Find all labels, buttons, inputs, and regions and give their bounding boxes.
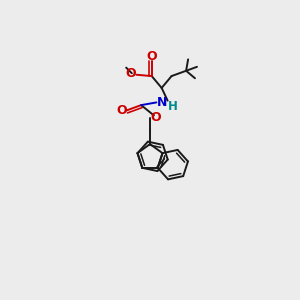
Text: O: O [116, 104, 127, 117]
Text: H: H [168, 100, 178, 113]
Text: O: O [126, 67, 136, 80]
Text: O: O [146, 50, 157, 63]
Text: O: O [150, 111, 161, 124]
Text: N: N [157, 96, 167, 109]
